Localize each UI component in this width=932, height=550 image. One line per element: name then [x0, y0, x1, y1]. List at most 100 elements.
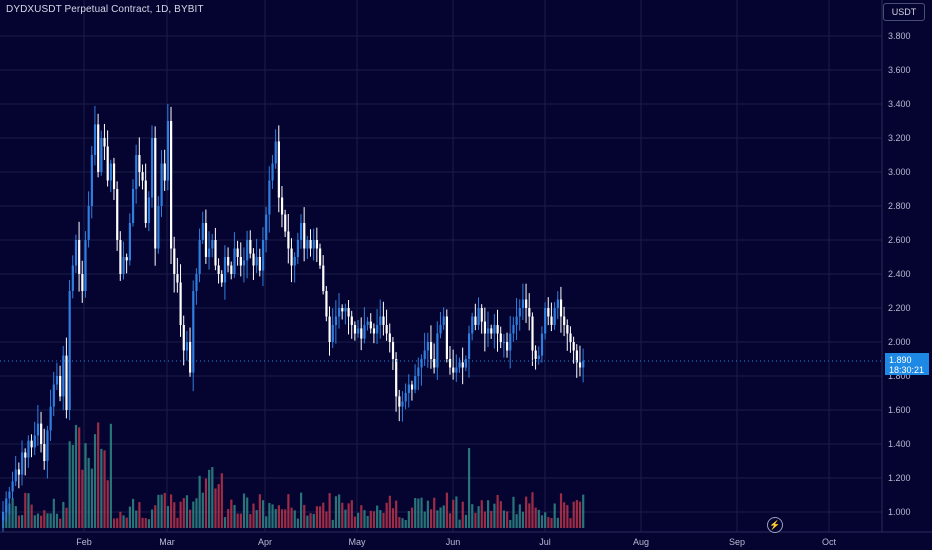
candle-body — [534, 350, 537, 359]
candle-body — [40, 423, 43, 444]
volume-bar — [455, 496, 458, 528]
candle-body — [78, 240, 81, 274]
volume-bar — [33, 515, 36, 528]
candle-body — [506, 342, 509, 351]
candle-body — [338, 308, 341, 317]
volume-bar — [512, 496, 515, 528]
volume-bar — [395, 500, 398, 528]
volume-bar — [242, 493, 246, 528]
candle-body — [369, 321, 372, 329]
candle-body — [144, 180, 147, 223]
volume-bar — [334, 496, 338, 528]
candle-body — [131, 189, 135, 223]
candle-body — [189, 342, 192, 373]
candle-body — [341, 308, 344, 312]
candle-body — [502, 342, 506, 343]
volume-bar — [252, 503, 255, 528]
volume-bar — [483, 511, 487, 528]
volume-bar — [363, 510, 366, 528]
volume-bar — [36, 513, 40, 528]
volume-bar — [119, 511, 122, 528]
candle-body — [211, 240, 214, 249]
volume-bar — [55, 513, 59, 528]
price-tick-label: 2.400 — [888, 269, 911, 279]
price-tick-label: 2.200 — [888, 303, 911, 313]
volume-bar — [559, 493, 563, 528]
candlesticks — [2, 104, 585, 533]
candle-body — [312, 240, 315, 249]
candle-body — [11, 481, 14, 492]
candle-body — [518, 308, 521, 317]
candle-body — [242, 260, 246, 266]
candle-body — [467, 333, 471, 359]
candle-body — [274, 141, 277, 164]
time-tick-label: May — [348, 537, 366, 547]
time-tick-label: Sep — [729, 537, 745, 547]
volume-bar — [109, 423, 112, 528]
volume-bar — [537, 509, 540, 528]
time-tick-label: Jul — [539, 537, 551, 547]
candle-body — [150, 138, 154, 198]
volume-bar — [369, 510, 372, 528]
volume-bar — [280, 509, 284, 528]
volume-bar — [182, 498, 185, 528]
volume-bar — [309, 513, 312, 528]
candle-body — [128, 223, 131, 261]
candle-body — [496, 325, 499, 334]
volume-bar — [325, 511, 328, 528]
candle-body — [426, 342, 429, 351]
currency-button[interactable]: USDT — [883, 3, 925, 21]
candle-body — [182, 325, 185, 351]
lightning-icon[interactable]: ⚡ — [767, 517, 783, 533]
candle-body — [455, 367, 458, 373]
candle-body — [461, 362, 464, 368]
volume-bar — [14, 506, 17, 528]
candle-body — [2, 512, 5, 521]
volume-bar — [255, 510, 258, 528]
price-axis[interactable]: 3.800 3.600 3.400 3.200 3.000 2.800 2.600 2.400… — [888, 31, 911, 517]
candle-body — [322, 265, 325, 291]
candle-body — [5, 498, 8, 512]
volume-bar — [575, 500, 578, 528]
price-tick-label: 3.400 — [888, 99, 911, 109]
volume-bar — [43, 510, 46, 528]
candle-body — [277, 141, 280, 198]
price-tick-label: 3.600 — [888, 65, 911, 75]
volume-bar — [24, 492, 27, 528]
candle-body — [223, 257, 227, 283]
candle-body — [414, 376, 417, 390]
volume-bar — [274, 509, 277, 528]
volume-bar — [423, 511, 426, 528]
volume-bar — [515, 514, 518, 528]
candle-body — [166, 121, 170, 181]
candle-body — [33, 435, 36, 448]
volume-bar — [566, 505, 569, 528]
volume-bar — [540, 515, 544, 528]
candle-body — [556, 299, 559, 308]
candle-body — [112, 163, 116, 189]
candle-body — [471, 316, 474, 334]
volume-bar — [391, 508, 395, 528]
candle-body — [439, 325, 442, 334]
volume-bar — [290, 507, 293, 528]
volume-bar — [198, 475, 201, 528]
volume-bar — [8, 503, 11, 528]
candle-body — [575, 350, 578, 363]
volume-bar — [490, 510, 493, 528]
candle-body — [448, 359, 452, 368]
candle-body — [201, 223, 204, 240]
volume-bar — [366, 515, 369, 528]
candle-body — [195, 274, 198, 291]
volume-bar — [319, 506, 322, 528]
volume-bar — [230, 499, 233, 528]
price-tick-label: 2.600 — [888, 235, 911, 245]
time-axis[interactable]: Feb Mar Apr May Jun Jul Aug Sep Oct — [76, 537, 836, 547]
volume-bar — [52, 498, 55, 528]
volume-bar — [448, 513, 452, 528]
volume-bar — [426, 500, 429, 528]
volume-bar — [150, 509, 154, 528]
candle-body — [138, 155, 141, 172]
volume-bar — [506, 511, 509, 528]
volume-bar — [436, 510, 439, 528]
